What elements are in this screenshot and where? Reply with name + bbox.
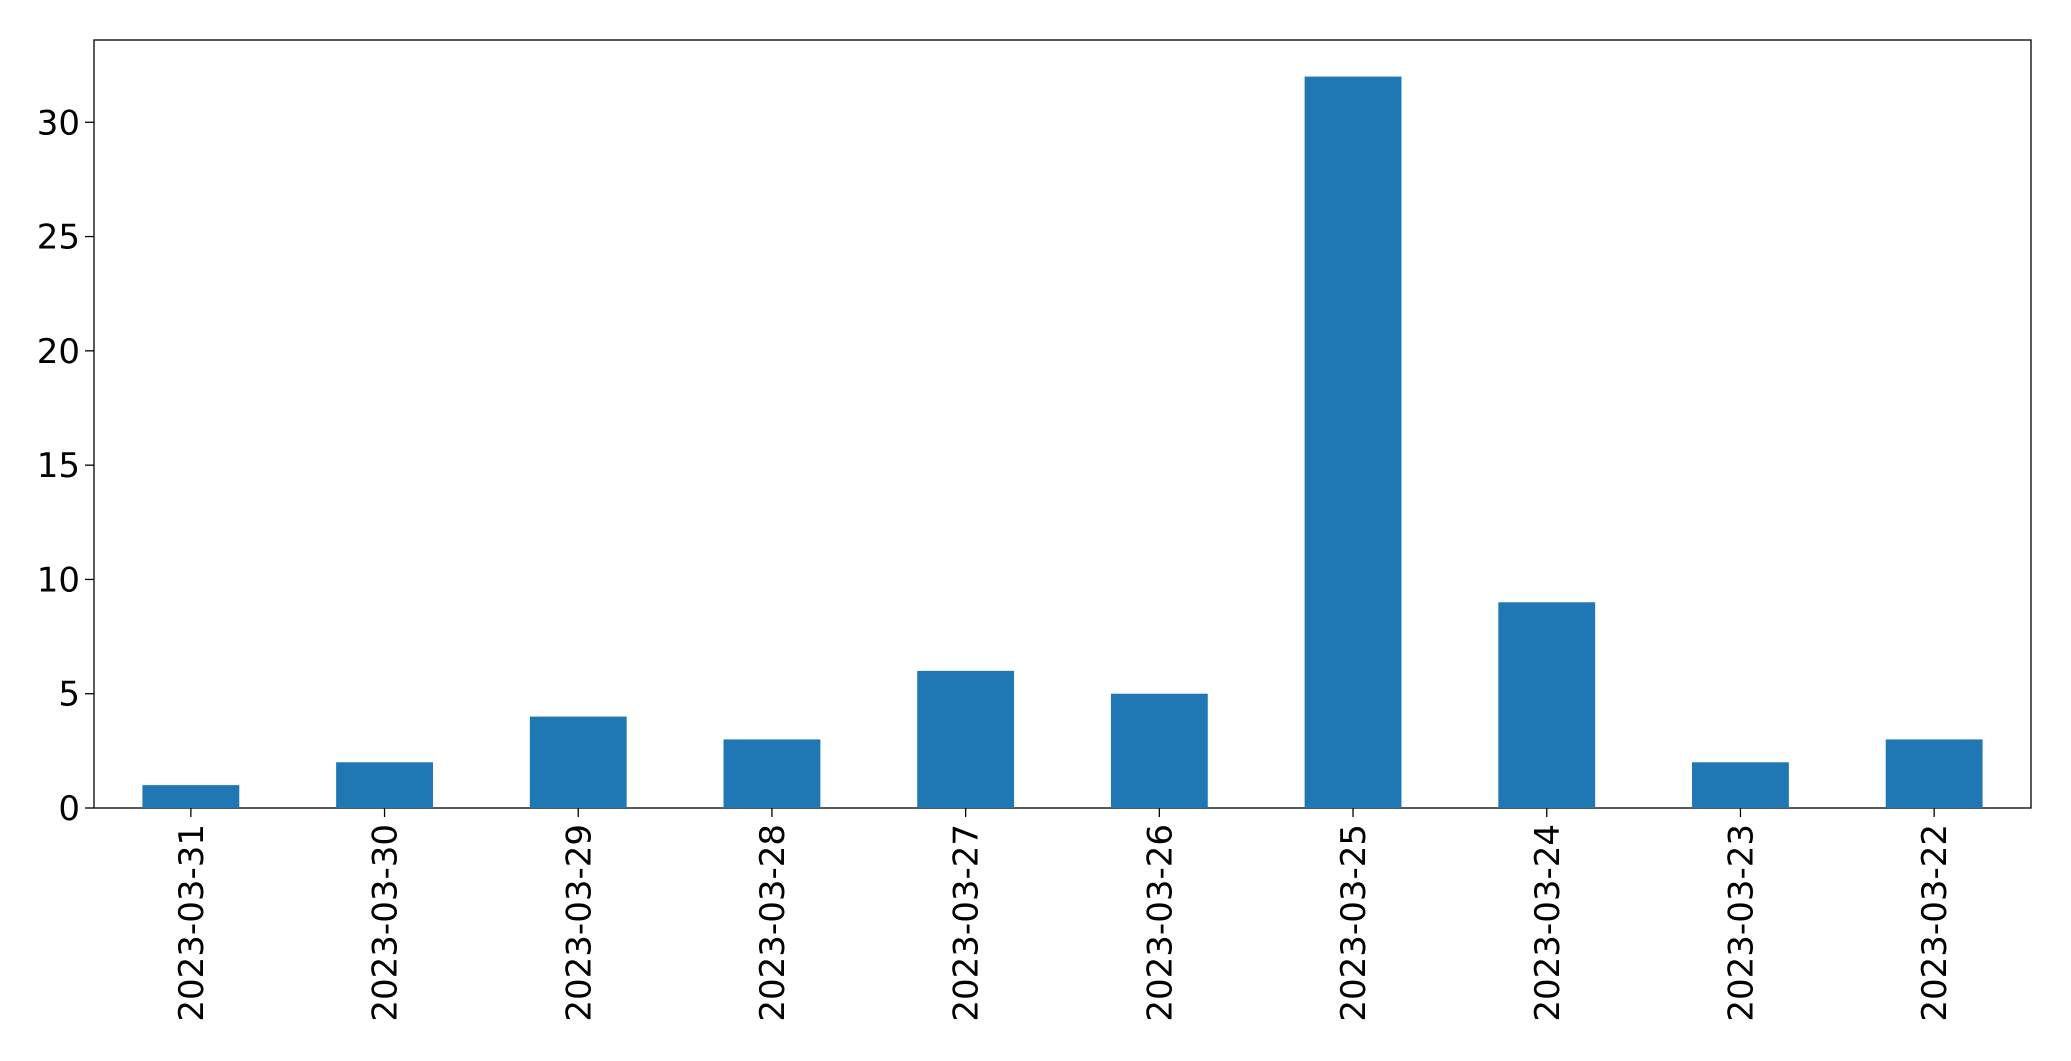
- x-tick-label: 2023-03-30: [366, 824, 406, 1022]
- axes-frame: [93, 39, 2032, 809]
- bar: [336, 762, 433, 808]
- y-tick-label: 0: [58, 789, 80, 829]
- x-tick-label: 2023-03-27: [947, 824, 987, 1022]
- bar: [1498, 602, 1596, 808]
- y-tick-label: 5: [58, 675, 80, 715]
- bar: [529, 716, 627, 808]
- bar: [1110, 693, 1208, 808]
- bar: [723, 739, 821, 808]
- x-tick-label: 2023-03-22: [1915, 824, 1955, 1022]
- x-tick-label: 2023-03-31: [172, 824, 212, 1022]
- y-tick-label: 10: [37, 560, 80, 600]
- bar: [1885, 739, 1983, 808]
- bar: [142, 785, 240, 808]
- x-tick-label: 2023-03-23: [1721, 824, 1761, 1022]
- x-tick-label: 2023-03-29: [559, 824, 599, 1022]
- bar: [1304, 76, 1402, 809]
- x-tick-label: 2023-03-24: [1528, 824, 1568, 1022]
- x-tick-label: 2023-03-28: [753, 824, 793, 1022]
- bar: [1692, 762, 1789, 808]
- y-tick-label: 15: [37, 446, 80, 486]
- x-tick-label: 2023-03-25: [1334, 824, 1374, 1022]
- y-tick-label: 25: [37, 218, 80, 258]
- y-tick-label: 20: [37, 332, 80, 372]
- bar: [917, 670, 1015, 808]
- y-tick-label: 30: [37, 103, 80, 143]
- x-tick-label: 2023-03-26: [1140, 824, 1180, 1022]
